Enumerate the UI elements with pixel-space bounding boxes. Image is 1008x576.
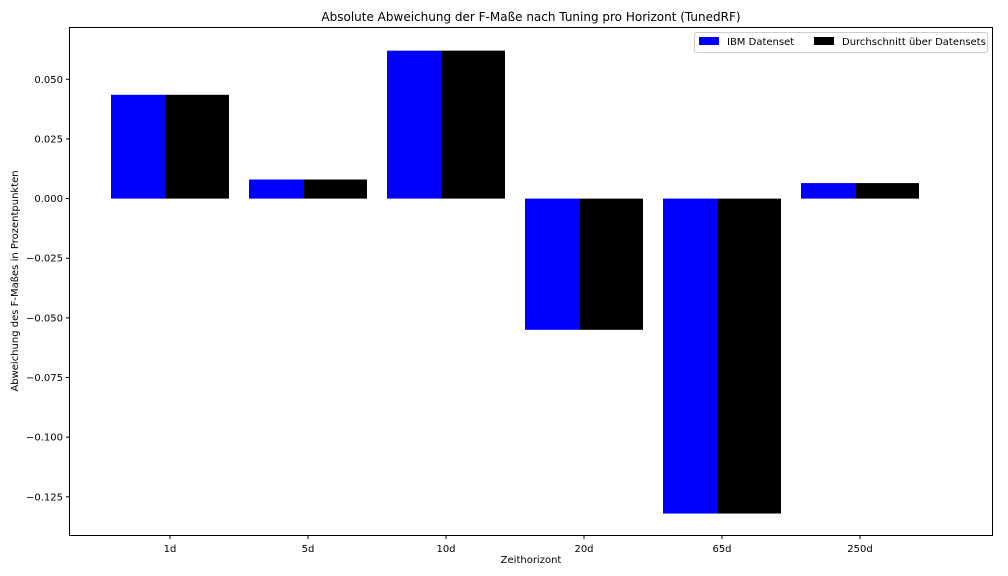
y-axis-label: Abweichung des F-Maßes in Prozentpunkten [10, 170, 21, 391]
y-tick-label: 0.050 [34, 75, 63, 86]
legend-swatch-ibm [699, 37, 719, 45]
bar-average-250d [856, 183, 919, 199]
axes-frame [69, 27, 993, 536]
x-axis-ticks: 1d 5d 10d 20d 65d 250d [164, 535, 873, 555]
bar-ibm-10d [387, 50, 442, 199]
bar-average-10d [442, 50, 505, 199]
x-tick-label: 65d [712, 544, 731, 555]
y-tick-label: −0.075 [26, 373, 63, 384]
legend-label-ibm: IBM Datenset [727, 37, 794, 48]
bar-ibm-250d [801, 183, 856, 199]
y-axis-ticks: 0.050 0.025 0.000 −0.025 −0.050 −0.075 −0.100 −… [26, 75, 70, 503]
bar-ibm-20d [525, 198, 580, 330]
bar-ibm-1d [111, 94, 166, 199]
x-tick-label: 1d [164, 544, 177, 555]
legend-swatch-average [814, 37, 834, 45]
x-tick-label: 5d [302, 544, 315, 555]
y-tick-label: −0.025 [26, 254, 63, 265]
legend-label-average: Durchschnitt über Datensets [842, 37, 986, 48]
bar-average-5d [304, 179, 367, 199]
y-tick-label: −0.100 [26, 433, 63, 444]
y-tick-label: −0.125 [26, 492, 63, 503]
y-tick-label: 0.025 [34, 134, 63, 145]
x-tick-label: 250d [847, 544, 872, 555]
bar-ibm-5d [249, 179, 304, 199]
bars [111, 50, 919, 514]
y-tick-label: −0.050 [26, 313, 63, 324]
y-tick-label: 0.000 [34, 194, 63, 205]
chart-title: Absolute Abweichung der F-Maße nach Tuni… [321, 10, 740, 24]
bar-average-1d [166, 94, 229, 199]
legend: IBM Datenset Durchschnitt über Datensets [694, 32, 988, 53]
x-tick-label: 10d [436, 544, 455, 555]
x-axis-label: Zeithorizont [501, 555, 562, 566]
bar-ibm-65d [663, 198, 718, 514]
bar-average-20d [580, 198, 643, 330]
bar-average-65d [718, 198, 781, 514]
legend-frame [694, 32, 988, 53]
x-tick-label: 20d [574, 544, 593, 555]
